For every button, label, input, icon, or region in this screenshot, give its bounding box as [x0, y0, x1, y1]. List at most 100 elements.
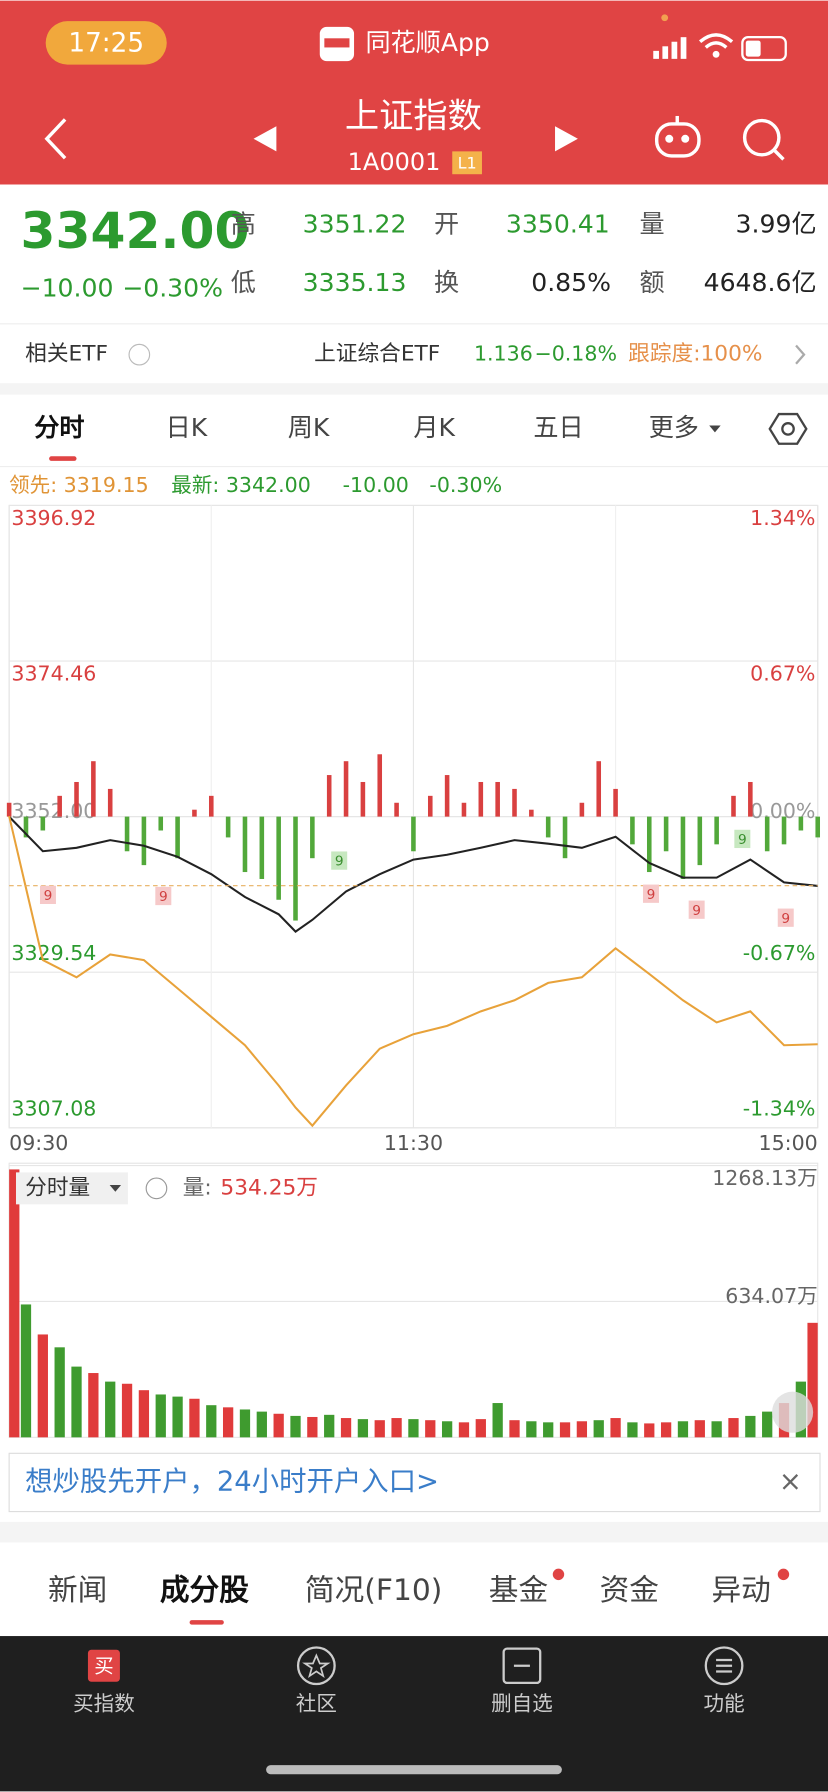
home-indicator — [266, 1765, 562, 1775]
volume-current-label: 量: — [183, 1175, 212, 1200]
field-label: 额 — [640, 268, 665, 297]
time-pill — [45, 21, 167, 65]
breadth-bar — [512, 788, 517, 817]
signal-box — [642, 884, 659, 903]
function-icon[interactable] — [704, 1646, 744, 1686]
etf-change: −0.18% — [534, 342, 617, 366]
etf-arrow[interactable] — [795, 344, 806, 365]
volume-bar — [677, 1421, 689, 1438]
signal-box — [155, 886, 172, 906]
volume-bar — [694, 1420, 705, 1438]
ad-close[interactable]: × — [779, 1467, 802, 1498]
volume-bar — [660, 1422, 672, 1438]
next-button[interactable] — [555, 126, 578, 152]
nav-labels: 买指数 社区 删自选 功能 — [73, 1692, 745, 1716]
ad-text[interactable]: 想炒股先开户，24小时开户入口> — [25, 1467, 439, 1498]
volume-bar — [728, 1418, 739, 1438]
breadth-bar — [562, 816, 568, 859]
y-tick-label: 634.07万 — [725, 1284, 817, 1308]
breadth-bar — [208, 795, 214, 817]
settings-button[interactable] — [768, 412, 808, 445]
y-tick-label: 1268.13万 — [712, 1166, 818, 1190]
section-tab[interactable]: 基金 — [489, 1573, 548, 1608]
tab[interactable]: 分时 — [34, 413, 84, 442]
tab[interactable]: 五日 — [533, 413, 583, 442]
help-icon[interactable] — [145, 1177, 168, 1200]
volume-bar — [9, 1169, 20, 1438]
breadth-bar — [630, 816, 635, 845]
section-tab[interactable]: 资金 — [600, 1573, 659, 1608]
breadth-bar — [798, 816, 804, 831]
breadth-bar — [6, 802, 12, 817]
level-badge-text: L1 — [458, 153, 477, 172]
help-icon[interactable] — [128, 343, 151, 366]
community-icon[interactable] — [296, 1646, 336, 1686]
breadth-bar — [663, 816, 669, 852]
buy-icon[interactable] — [87, 1649, 120, 1682]
tab[interactable]: 更多 — [649, 413, 699, 442]
signal-marker: 9 — [692, 903, 701, 919]
badge-dot — [777, 1568, 790, 1581]
breadth-bar — [596, 761, 602, 817]
breadth-bar — [91, 761, 96, 817]
volume-bar — [627, 1422, 638, 1438]
y-tick-label: 3396.92 — [11, 506, 96, 530]
etf-tracking: 跟踪度:100% — [628, 342, 762, 367]
breadth-bar — [764, 816, 770, 852]
nav-label[interactable]: 社区 — [296, 1692, 337, 1716]
series-line — [8, 815, 818, 933]
robot-button[interactable] — [654, 115, 701, 158]
volume-bar — [762, 1411, 773, 1438]
section-tab[interactable]: 新闻 — [48, 1573, 107, 1608]
breadth-bar — [646, 816, 652, 873]
breadth-bar — [731, 795, 736, 817]
remove-icon[interactable] — [502, 1647, 542, 1685]
battery — [741, 36, 787, 62]
section-tab[interactable]: 异动 — [712, 1573, 771, 1608]
breadth-bar — [411, 816, 416, 852]
breadth-bar — [276, 816, 281, 900]
section-tab[interactable]: 简况(F10) — [305, 1573, 442, 1608]
signal-box — [331, 851, 348, 870]
change-pct: −0.30% — [122, 274, 223, 303]
breadth-bar — [242, 816, 248, 873]
volume-selector[interactable] — [15, 1172, 128, 1205]
index-title: 上证指数 — [345, 97, 482, 137]
quote-fields: 高 3351.22 开 3350.41 量 3.99亿 低 3335.13 换 … — [231, 210, 817, 297]
back-button[interactable] — [44, 118, 67, 160]
breadth-bar — [192, 809, 197, 817]
nav-label[interactable]: 买指数 — [73, 1692, 135, 1716]
volume-bar — [391, 1418, 402, 1438]
signal-marker: 9 — [647, 887, 656, 903]
y2-tick-label: -1.34% — [743, 1097, 816, 1121]
volume-bar — [20, 1304, 32, 1438]
y2-tick-label: 0.67% — [750, 662, 815, 686]
volume-bar — [509, 1420, 520, 1438]
volume-bar — [745, 1415, 756, 1438]
ad-banner[interactable] — [8, 1452, 821, 1513]
tab[interactable]: 周K — [288, 413, 330, 442]
volume-bar — [559, 1422, 571, 1438]
prev-button[interactable] — [253, 126, 277, 152]
more-caret — [709, 425, 721, 433]
search-button[interactable] — [742, 118, 785, 161]
volume-bar — [807, 1322, 818, 1438]
field-label: 量 — [640, 210, 665, 239]
nav-label[interactable]: 功能 — [704, 1692, 745, 1716]
etf-name[interactable]: 上证综合ETF — [314, 342, 440, 367]
nav-label[interactable]: 删自选 — [491, 1692, 553, 1716]
breadth-bar — [259, 816, 265, 879]
breadth-bar — [377, 754, 383, 817]
volume-title: 分时量 — [25, 1175, 90, 1200]
breadth-bar — [225, 816, 231, 838]
tab[interactable]: 日K — [166, 413, 208, 442]
fullscreen-button[interactable] — [772, 1391, 814, 1433]
tab[interactable]: 月K — [413, 413, 455, 442]
field-value: 3335.13 — [303, 268, 407, 297]
section-tab[interactable]: 成分股 — [160, 1573, 249, 1608]
volume-bar — [256, 1411, 267, 1438]
field-label: 高 — [231, 210, 256, 239]
volume-bar — [441, 1421, 453, 1438]
